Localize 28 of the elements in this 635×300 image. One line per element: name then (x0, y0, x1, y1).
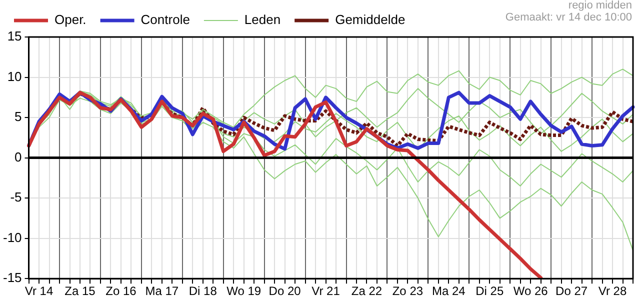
x-tick-label: Wo 19 (226, 284, 262, 298)
legend-label: Leden (244, 12, 281, 28)
x-tick-label: Ma 24 (432, 284, 466, 298)
legend-label: Oper. (54, 12, 86, 28)
legend-label: Controle (140, 12, 190, 28)
x-tick-label: Di 25 (476, 284, 504, 298)
y-tick-label: -5 (10, 190, 22, 205)
text: regio midden (568, 0, 632, 12)
x-tick-label: Vr 28 (598, 284, 627, 298)
legend-label: Gemiddelde (335, 12, 406, 28)
x-tick-label: Vr 14 (24, 284, 54, 298)
x-tick-label: Wo 26 (513, 284, 548, 298)
y-tick-label: -10 (2, 230, 22, 245)
x-tick-label: Zo 16 (106, 284, 137, 298)
x-tick-label: Do 27 (556, 284, 588, 298)
x-tick-label: Ma 17 (145, 284, 179, 298)
y-tick-label: 10 (7, 68, 22, 84)
x-tick-label: Do 20 (268, 284, 302, 298)
y-tick-label: 0 (14, 149, 22, 164)
x-tick-label: Zo 23 (392, 284, 424, 298)
x-tick-label: Vr 21 (312, 284, 340, 298)
y-tick-label: 15 (7, 28, 22, 44)
x-tick-label: Di 18 (188, 284, 218, 298)
y-tick-label: -15 (2, 270, 22, 286)
x-tick-label: Za 15 (64, 284, 96, 298)
text: Gemaakt: vr 14 dec 10:00 (505, 12, 632, 24)
y-tick-label: 5 (14, 109, 22, 124)
x-tick-label: Za 22 (351, 284, 382, 298)
